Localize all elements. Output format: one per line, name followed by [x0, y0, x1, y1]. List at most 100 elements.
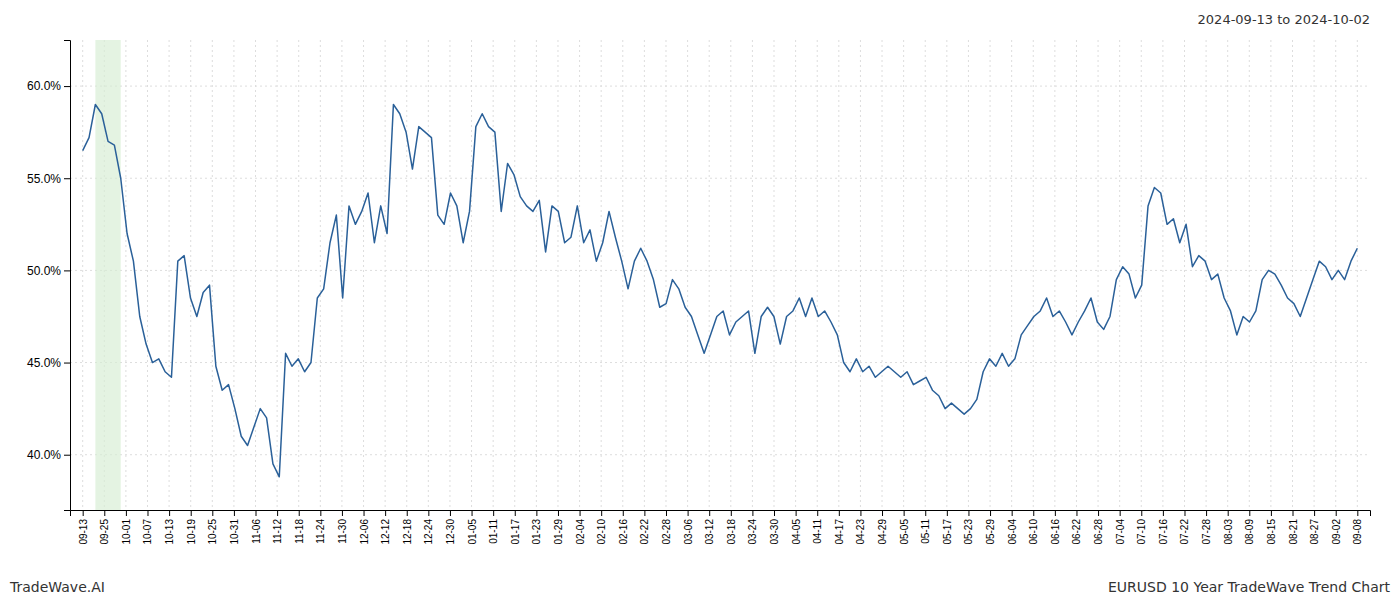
grid-line [1249, 40, 1250, 510]
x-tick: 06-28 [1093, 510, 1104, 545]
x-tick: 11-30 [337, 510, 348, 544]
x-tick-label: 06-10 [1028, 519, 1039, 545]
x-tick-mark [925, 510, 926, 516]
x-tick: 02-16 [618, 510, 629, 545]
grid-line [1033, 40, 1034, 510]
x-tick-mark [320, 510, 321, 516]
x-tick: 10-01 [121, 510, 132, 545]
grid-line [1357, 40, 1358, 510]
x-tick-mark [1163, 510, 1164, 516]
x-tick-label: 10-01 [121, 519, 132, 545]
y-tick-mark [64, 270, 70, 271]
x-tick: 10-19 [186, 510, 197, 545]
y-tick-label: 40.0% [27, 448, 61, 462]
x-tick-label: 10-19 [186, 519, 197, 545]
x-tick: 07-04 [1115, 510, 1126, 545]
y-tick-mark [64, 86, 70, 87]
x-tick: 05-29 [985, 510, 996, 545]
title: 2024-09-13 to 2024-10-02 [1198, 12, 1370, 27]
y-tick: 40.0% [27, 448, 70, 462]
y-axis-line [64, 41, 71, 511]
grid-line [363, 40, 364, 510]
y-tick-label: 50.0% [27, 264, 61, 278]
x-tick: 03-30 [769, 510, 780, 545]
grid-line [1098, 40, 1099, 510]
x-tick-mark [666, 510, 667, 516]
x-tick: 02-28 [661, 510, 672, 545]
x-tick: 09-02 [1331, 510, 1342, 545]
y-tick: 45.0% [27, 356, 70, 370]
x-tick-label: 03-12 [704, 519, 715, 545]
grid-line [946, 40, 947, 510]
x-tick-mark [277, 510, 278, 516]
x-tick: 04-11 [812, 510, 823, 544]
x-tick-mark [1120, 510, 1121, 516]
grid-line [82, 40, 83, 510]
x-tick: 11-12 [272, 510, 283, 544]
x-tick-label: 11-24 [315, 519, 326, 544]
x-tick: 03-18 [726, 510, 737, 545]
x-tick-mark [623, 510, 624, 516]
x-tick-label: 11-30 [337, 519, 348, 544]
x-tick-label: 09-13 [78, 519, 89, 545]
x-tick-mark [580, 510, 581, 516]
y-tick-mark [64, 178, 70, 179]
grid-line [1270, 40, 1271, 510]
grid-line [298, 40, 299, 510]
x-tick-mark [731, 510, 732, 516]
grid-line [449, 40, 450, 510]
x-tick: 02-10 [596, 510, 607, 545]
grid-line [1141, 40, 1142, 510]
x-tick-mark [1012, 510, 1013, 516]
grid-line [125, 40, 126, 510]
grid [70, 40, 1370, 510]
x-tick: 04-29 [877, 510, 888, 545]
grid-line [70, 454, 1370, 455]
x-tick-label: 02-10 [596, 519, 607, 545]
x-tick-mark [407, 510, 408, 516]
x-tick-mark [752, 510, 753, 516]
x-tick-label: 01-05 [467, 519, 478, 545]
x-tick: 05-05 [899, 510, 910, 545]
x-tick-label: 11-18 [294, 519, 305, 544]
x-tick: 06-16 [1050, 510, 1061, 545]
x-tick-mark [450, 510, 451, 516]
grid-line [1184, 40, 1185, 510]
x-tick-label: 05-05 [899, 519, 910, 545]
x-tick-label: 04-29 [877, 519, 888, 545]
grid-line [903, 40, 904, 510]
x-tick-label: 10-07 [142, 519, 153, 545]
x-tick-mark [493, 510, 494, 516]
x-tick-label: 03-24 [747, 519, 758, 545]
x-tick-label: 12-06 [359, 519, 370, 545]
x-tick-mark [796, 510, 797, 516]
x-tick: 04-17 [834, 510, 845, 545]
y-tick: 55.0% [27, 172, 70, 186]
plot: 09-1309-2510-0110-0710-1310-1910-2510-31… [27, 40, 1371, 545]
x-tick: 11-06 [251, 510, 262, 544]
grid-line [428, 40, 429, 510]
grid-line [471, 40, 472, 510]
x-tick-label: 04-17 [834, 519, 845, 545]
x-tick-mark [1076, 510, 1077, 516]
x-tick-label: 07-04 [1115, 519, 1126, 545]
grid-line [1054, 40, 1055, 510]
grid-line [687, 40, 688, 510]
y-tick-label: 45.0% [27, 356, 61, 370]
x-tick-label: 08-27 [1309, 519, 1320, 545]
y-tick-label: 60.0% [27, 79, 61, 93]
x-tick-label: 01-29 [553, 519, 564, 545]
x-tick-mark [1228, 510, 1229, 516]
x-tick: 10-31 [229, 510, 240, 545]
x-tick-mark [1033, 510, 1034, 516]
x-tick-label: 05-23 [963, 519, 974, 545]
grid-line [514, 40, 515, 510]
x-tick: 11-18 [294, 510, 305, 544]
x-tick: 03-12 [704, 510, 715, 545]
x-tick: 04-05 [791, 510, 802, 545]
x-tick-mark [342, 510, 343, 516]
x-tick: 07-22 [1179, 510, 1190, 545]
x-tick-label: 06-28 [1093, 519, 1104, 545]
x-tick: 02-04 [575, 510, 586, 545]
x-tick: 12-30 [445, 510, 456, 545]
